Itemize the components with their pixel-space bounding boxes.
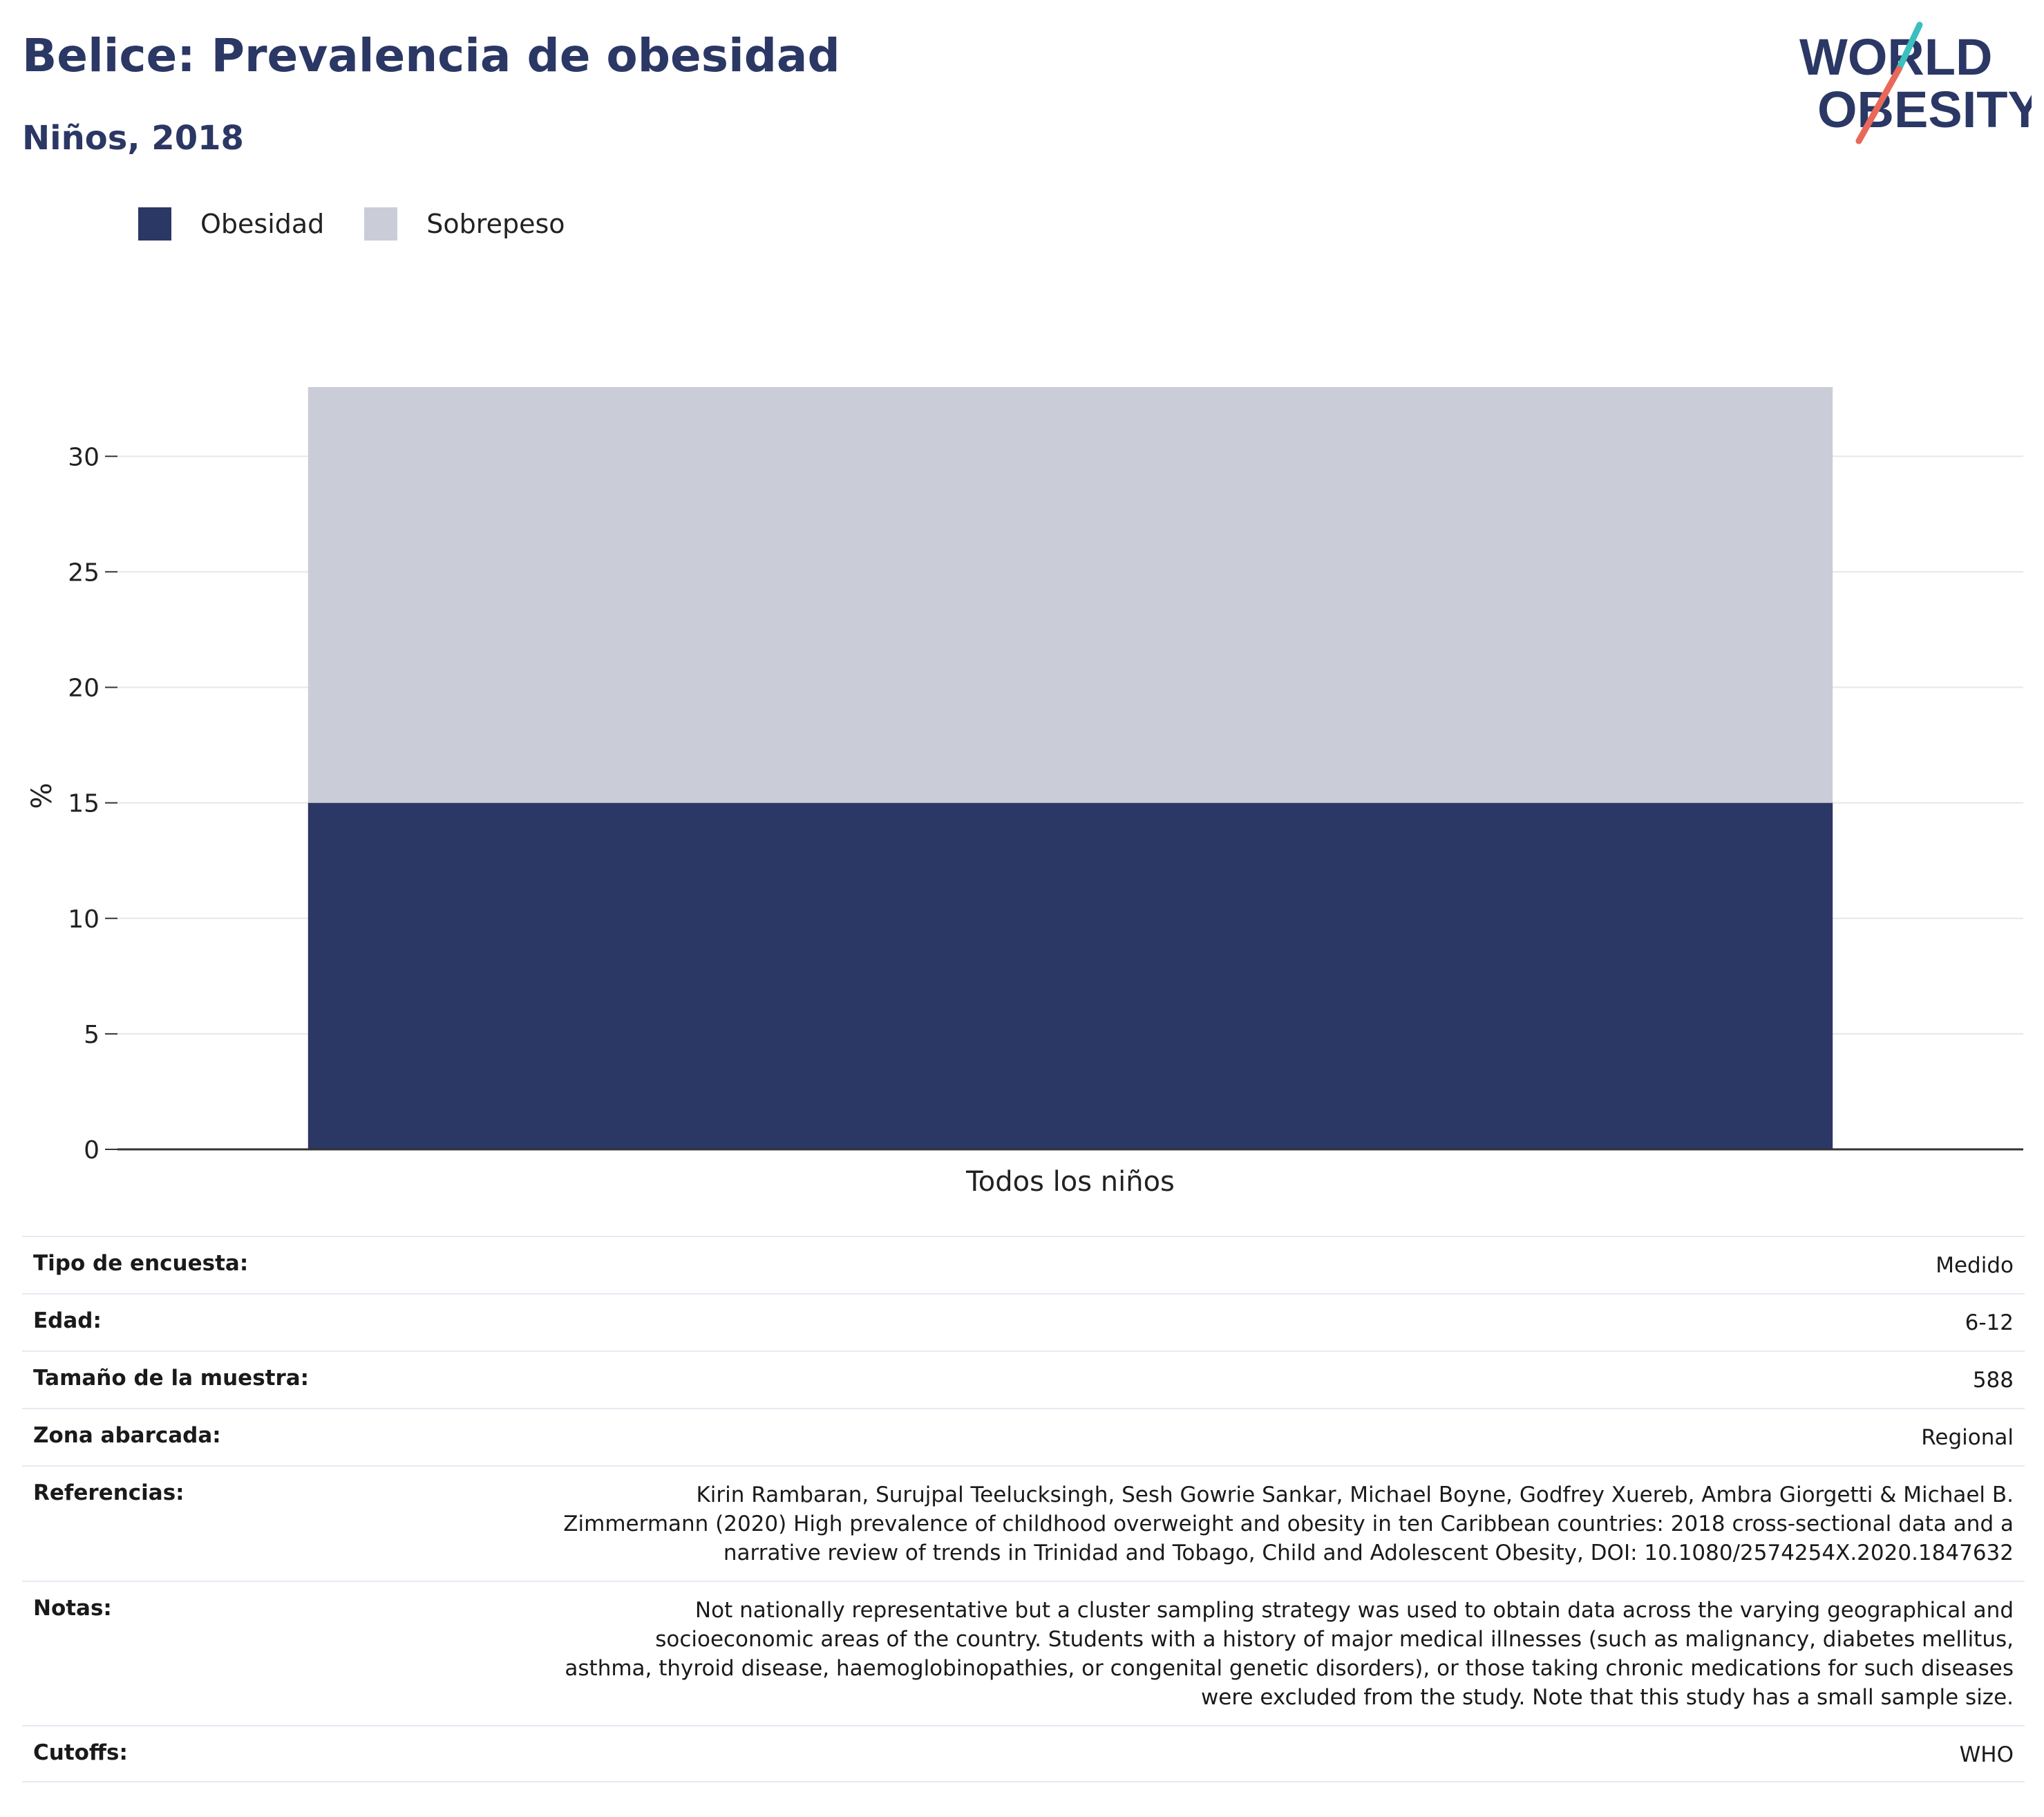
info-row: Cutoffs: WHO (22, 1725, 2025, 1782)
legend: Obesidad Sobrepeso (138, 207, 605, 241)
legend-label-overweight: Sobrepeso (426, 209, 565, 239)
bar-overweight-0 (307, 387, 1833, 803)
y-tick-label-25: 25 (68, 558, 100, 587)
logo-slash-teal (1895, 21, 1923, 73)
info-value: Not nationally representative but a clus… (565, 1598, 2014, 1710)
info-label: Tamaño de la muestra: (33, 1366, 310, 1391)
info-value: Regional (1921, 1425, 2014, 1450)
y-tick-label-20: 20 (68, 675, 100, 703)
info-label: Notas: (33, 1596, 112, 1621)
info-value: 588 (1972, 1368, 2014, 1393)
info-row: Edad: 6-12 (22, 1293, 2025, 1350)
logo-slash-coral (1855, 66, 1902, 144)
info-value: WHO (1959, 1742, 2014, 1767)
info-row: Notas: Not nationally representative but … (22, 1581, 2025, 1725)
chart-title: Belice: Prevalencia de obesidad (22, 29, 840, 82)
y-tick-label-15: 15 (68, 790, 100, 818)
x-tick-label-0: Todos los niños (965, 1166, 1175, 1198)
y-axis-label: % (26, 782, 58, 809)
info-label: Zona abarcada: (33, 1423, 221, 1448)
info-label: Tipo de encuesta: (33, 1251, 249, 1276)
legend-label-obesity: Obesidad (200, 209, 325, 239)
logo-text-obesity: OBESITY (1817, 81, 2032, 138)
info-label: Cutoffs: (33, 1740, 128, 1765)
info-label: Referencias: (33, 1480, 184, 1505)
bar-obesity-0 (307, 802, 1833, 1149)
info-value: Kirin Rambaran, Surujpal Teelucksingh, S… (563, 1482, 2014, 1565)
legend-item-obesity[interactable]: Obesidad (138, 207, 324, 241)
info-value: 6-12 (1965, 1310, 2014, 1335)
info-row: Tipo de encuesta: Medido (22, 1236, 2025, 1293)
world-obesity-logo: WORLD OBESITY (1799, 21, 2032, 144)
y-tick-label-10: 10 (68, 905, 100, 934)
legend-swatch-obesity (138, 207, 171, 241)
bar-chart: 0 5 10 15 20 25 30 Todos los niños% (26, 387, 2023, 1198)
info-row: Referencias: Kirin Rambaran, Surujpal Tee… (22, 1465, 2025, 1581)
y-tick-label-30: 30 (68, 443, 100, 471)
info-label: Edad: (33, 1308, 102, 1333)
legend-swatch-overweight (364, 207, 398, 241)
y-tick-label-5: 5 (84, 1021, 100, 1049)
info-value: Medido (1936, 1253, 2014, 1278)
y-tick-label-0: 0 (84, 1136, 100, 1165)
info-row: Tamaño de la muestra: 588 (22, 1350, 2025, 1408)
legend-item-overweight[interactable]: Sobrepeso (364, 207, 565, 241)
info-row: Zona abarcada: Regional (22, 1408, 2025, 1465)
chart-subtitle: Niños, 2018 (22, 119, 244, 158)
survey-info-table: Tipo de encuesta: Medido Edad: 6-12 Tamaño d… (22, 1236, 2025, 1782)
